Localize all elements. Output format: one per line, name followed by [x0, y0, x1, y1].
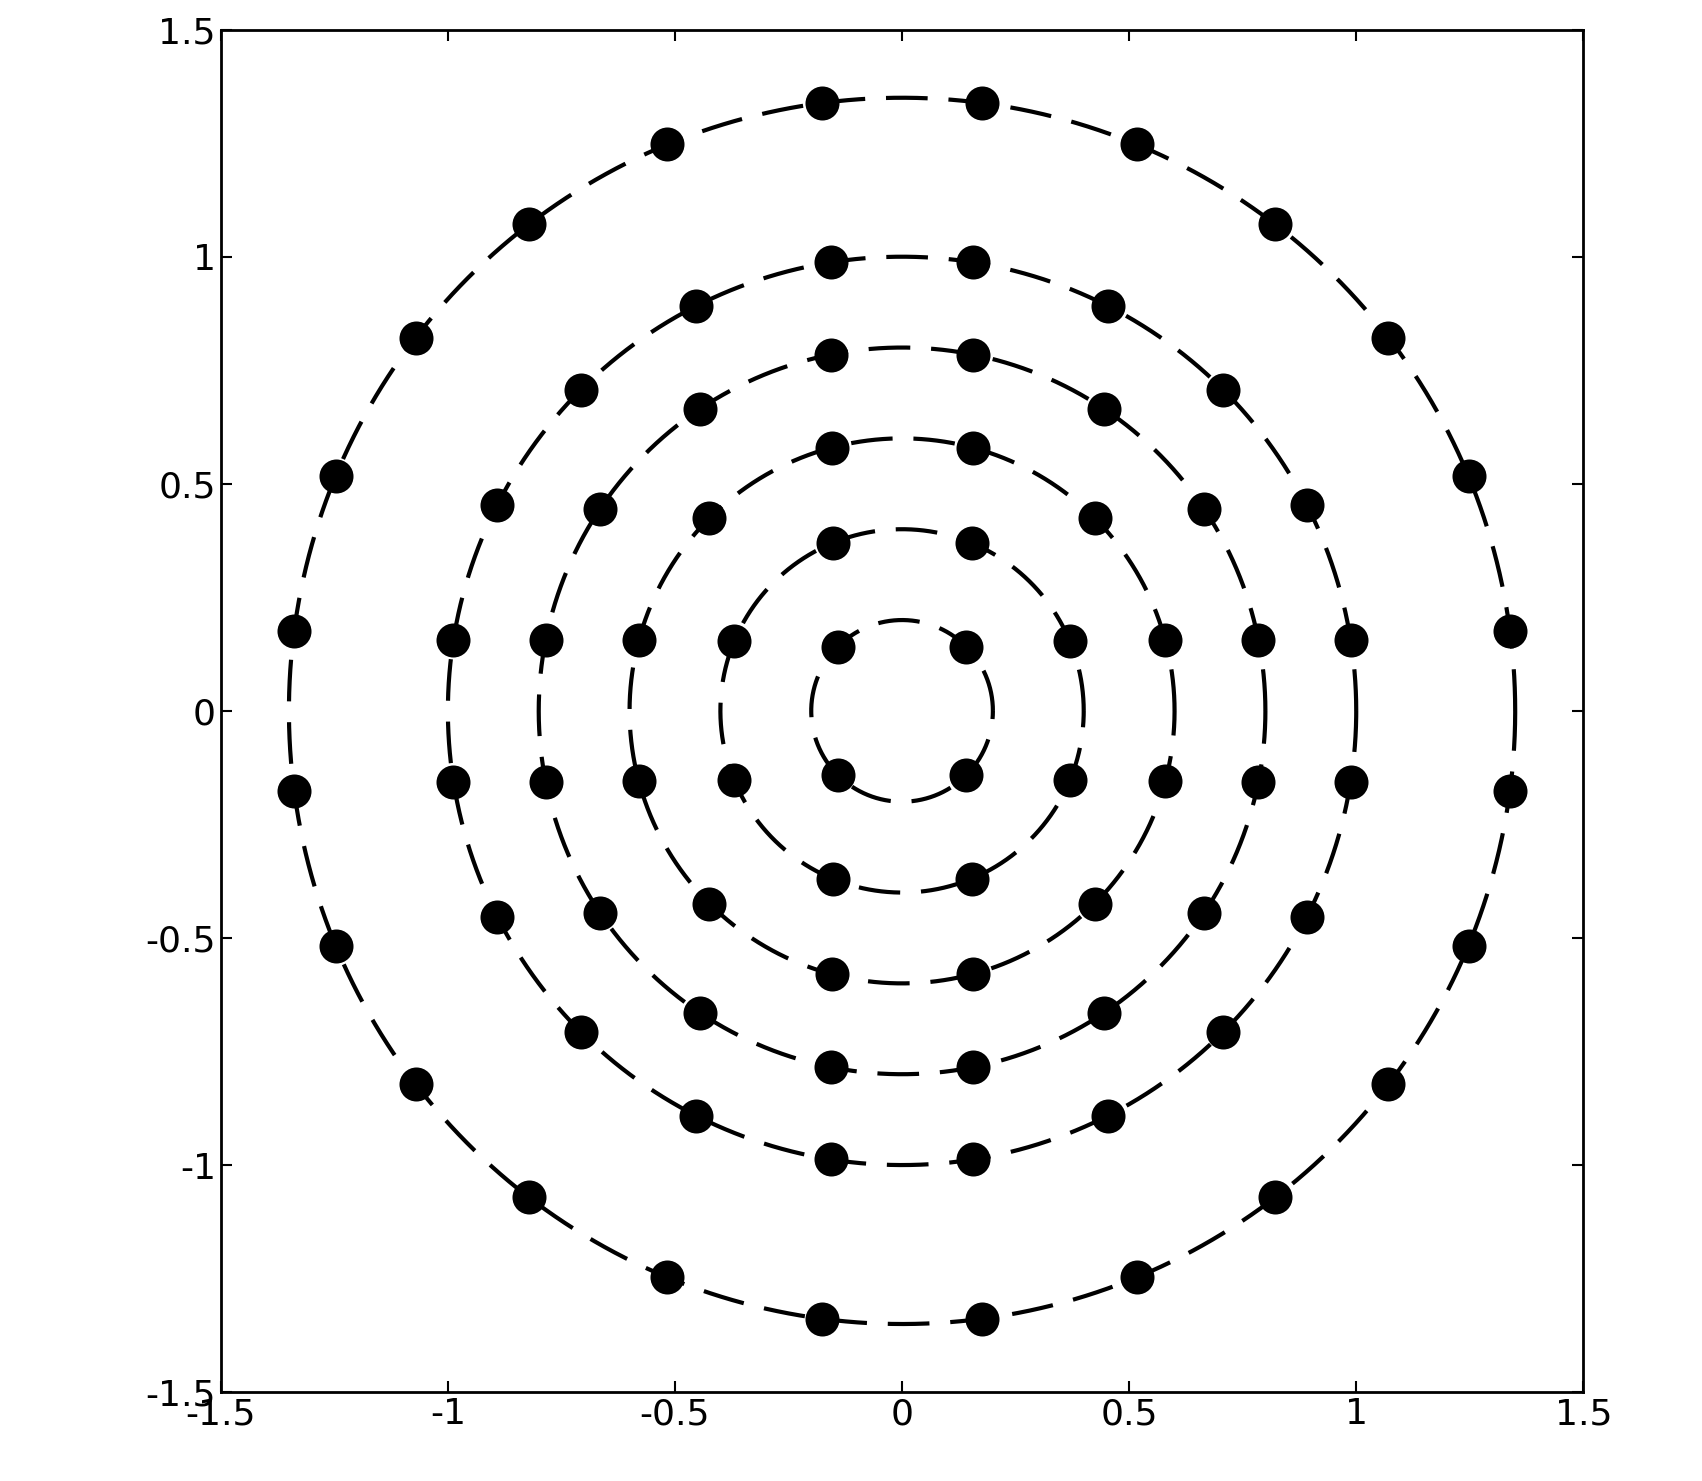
- Point: [483, 493, 511, 517]
- Point: [439, 628, 466, 652]
- Point: [1190, 498, 1217, 521]
- Point: [654, 133, 681, 157]
- Point: [654, 1265, 681, 1288]
- Point: [819, 963, 846, 986]
- Point: [683, 1103, 710, 1127]
- Point: [819, 435, 846, 459]
- Point: [585, 498, 613, 521]
- Point: [1261, 213, 1288, 237]
- Point: [720, 769, 747, 792]
- Point: [1123, 1265, 1151, 1288]
- Point: [953, 635, 980, 659]
- Point: [960, 1056, 987, 1080]
- Point: [1152, 770, 1179, 794]
- Point: [1091, 397, 1118, 421]
- Point: [533, 770, 560, 794]
- Point: [1496, 619, 1523, 643]
- Point: [968, 1306, 996, 1330]
- Point: [1244, 628, 1271, 652]
- Point: [696, 892, 723, 915]
- Point: [1094, 1103, 1122, 1127]
- Point: [1244, 770, 1271, 794]
- Point: [281, 619, 308, 643]
- Point: [817, 1056, 844, 1080]
- Point: [625, 770, 652, 794]
- Point: [1455, 465, 1482, 489]
- Point: [1294, 905, 1321, 929]
- Point: [587, 900, 614, 924]
- Point: [960, 1148, 987, 1171]
- Point: [808, 1306, 836, 1330]
- Point: [808, 92, 836, 116]
- Point: [824, 635, 851, 659]
- Point: [968, 92, 996, 116]
- Point: [720, 629, 747, 653]
- Point: [1375, 1072, 1402, 1096]
- Point: [439, 770, 466, 794]
- Point: [402, 1072, 429, 1096]
- Point: [817, 1148, 844, 1171]
- Point: [483, 905, 511, 929]
- Point: [817, 250, 844, 274]
- Point: [1338, 628, 1365, 652]
- Point: [533, 628, 560, 652]
- Point: [1210, 1020, 1237, 1044]
- Point: [1123, 133, 1151, 157]
- Point: [958, 532, 985, 555]
- Point: [819, 866, 846, 890]
- Point: [686, 1001, 713, 1025]
- Point: [953, 763, 980, 786]
- Point: [1294, 493, 1321, 517]
- Point: [1191, 900, 1219, 924]
- Point: [1094, 295, 1122, 318]
- Point: [696, 507, 723, 530]
- Point: [960, 342, 987, 366]
- Point: [567, 1020, 594, 1044]
- Point: [958, 435, 985, 459]
- Point: [1210, 378, 1237, 401]
- Point: [958, 963, 985, 986]
- Point: [1455, 933, 1482, 957]
- Point: [1057, 769, 1084, 792]
- Point: [1081, 507, 1108, 530]
- Point: [683, 295, 710, 318]
- Point: [1152, 628, 1179, 652]
- Point: [1261, 1185, 1288, 1208]
- Point: [819, 532, 846, 555]
- Point: [322, 465, 349, 489]
- Point: [516, 213, 543, 237]
- Point: [1375, 326, 1402, 350]
- Point: [824, 763, 851, 786]
- Point: [686, 397, 713, 421]
- Point: [1057, 629, 1084, 653]
- Point: [625, 628, 652, 652]
- Point: [1338, 770, 1365, 794]
- Point: [817, 342, 844, 366]
- Point: [960, 250, 987, 274]
- Point: [1081, 892, 1108, 915]
- Point: [958, 866, 985, 890]
- Point: [1496, 779, 1523, 803]
- Point: [1091, 1001, 1118, 1025]
- Point: [516, 1185, 543, 1208]
- Point: [322, 933, 349, 957]
- Point: [567, 378, 594, 401]
- Point: [402, 326, 429, 350]
- Point: [281, 779, 308, 803]
